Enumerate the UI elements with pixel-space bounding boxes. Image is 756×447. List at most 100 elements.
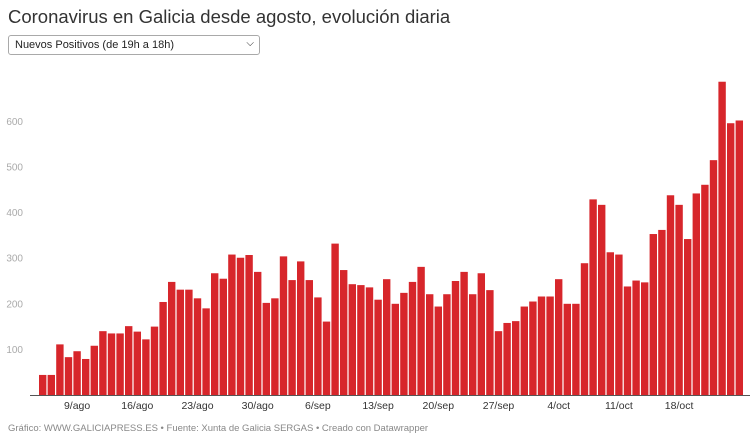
- bar[interactable]: [365, 287, 374, 395]
- bar[interactable]: [555, 279, 563, 395]
- bar[interactable]: [735, 120, 743, 395]
- bar[interactable]: [159, 301, 167, 395]
- bar[interactable]: [658, 229, 666, 395]
- bar[interactable]: [486, 290, 494, 395]
- bar[interactable]: [271, 298, 279, 395]
- bar[interactable]: [185, 289, 193, 395]
- x-tick-label: 23/ago: [181, 400, 213, 412]
- x-tick-label: 16/ago: [121, 400, 153, 412]
- bar[interactable]: [125, 326, 133, 395]
- bar[interactable]: [279, 256, 288, 395]
- bar[interactable]: [357, 285, 365, 395]
- bar[interactable]: [529, 301, 537, 395]
- bar[interactable]: [400, 292, 408, 395]
- bar[interactable]: [47, 374, 55, 395]
- bar[interactable]: [460, 271, 468, 395]
- bar[interactable]: [666, 195, 675, 395]
- bar[interactable]: [537, 296, 546, 395]
- bar[interactable]: [116, 333, 124, 395]
- bar[interactable]: [107, 333, 116, 395]
- bar[interactable]: [512, 321, 520, 395]
- bar[interactable]: [314, 297, 322, 395]
- dropdown-selected: Nuevos Positivos (de 19h a 18h): [15, 39, 174, 51]
- bar[interactable]: [340, 270, 348, 395]
- bar[interactable]: [99, 331, 107, 395]
- bar[interactable]: [236, 257, 245, 395]
- bar[interactable]: [245, 255, 253, 395]
- bar[interactable]: [219, 278, 227, 395]
- bar[interactable]: [133, 331, 141, 395]
- bar[interactable]: [623, 286, 632, 395]
- page-title: Coronavirus en Galicia desde agosto, evo…: [8, 6, 451, 27]
- bar[interactable]: [297, 261, 305, 395]
- bar[interactable]: [391, 303, 399, 395]
- bar[interactable]: [73, 351, 81, 395]
- bar[interactable]: [408, 281, 417, 395]
- bar[interactable]: [641, 282, 649, 395]
- bar[interactable]: [56, 344, 64, 395]
- bar[interactable]: [701, 184, 709, 395]
- bar[interactable]: [684, 239, 692, 395]
- bar[interactable]: [228, 254, 236, 395]
- bar[interactable]: [193, 298, 202, 395]
- y-tick-label: 600: [6, 117, 23, 128]
- bar[interactable]: [598, 204, 606, 395]
- x-tick-label: 9/ago: [64, 400, 90, 412]
- bar[interactable]: [322, 321, 331, 395]
- bar[interactable]: [589, 199, 597, 395]
- bar[interactable]: [39, 374, 47, 395]
- x-tick-label: 18/oct: [665, 400, 694, 412]
- bar[interactable]: [477, 273, 485, 395]
- bar[interactable]: [305, 280, 313, 395]
- bar[interactable]: [374, 299, 382, 395]
- y-tick-label: 200: [6, 299, 23, 310]
- bar[interactable]: [417, 266, 425, 395]
- bar[interactable]: [692, 193, 700, 395]
- bar[interactable]: [254, 271, 262, 395]
- bar[interactable]: [383, 279, 391, 395]
- bar[interactable]: [434, 306, 442, 395]
- bar[interactable]: [494, 331, 503, 395]
- metric-dropdown[interactable]: Nuevos Positivos (de 19h a 18h) ⌵: [8, 35, 260, 55]
- bar[interactable]: [64, 357, 73, 395]
- bar[interactable]: [82, 358, 90, 395]
- bar[interactable]: [469, 294, 477, 395]
- bar[interactable]: [331, 243, 339, 395]
- bar[interactable]: [718, 81, 726, 395]
- bar[interactable]: [615, 254, 623, 395]
- bar[interactable]: [142, 339, 150, 395]
- bar[interactable]: [176, 289, 184, 395]
- bar[interactable]: [262, 302, 270, 395]
- chevron-down-icon: ⌵: [246, 38, 254, 49]
- bar[interactable]: [580, 263, 589, 395]
- bar[interactable]: [632, 280, 640, 395]
- bar[interactable]: [546, 296, 554, 395]
- y-tick-label: 300: [6, 254, 23, 265]
- x-tick-label: 4/oct: [547, 400, 570, 412]
- bar[interactable]: [606, 252, 614, 395]
- y-tick-label: 100: [6, 345, 23, 356]
- bar[interactable]: [90, 345, 98, 395]
- bar[interactable]: [503, 322, 511, 395]
- bar[interactable]: [451, 281, 460, 395]
- bar[interactable]: [150, 326, 159, 395]
- bar[interactable]: [649, 234, 657, 395]
- bar[interactable]: [443, 294, 451, 395]
- bar[interactable]: [211, 273, 219, 395]
- bar[interactable]: [572, 303, 580, 395]
- bar[interactable]: [348, 284, 356, 395]
- bar[interactable]: [709, 160, 718, 395]
- bar[interactable]: [563, 303, 571, 395]
- x-tick-label: 30/ago: [242, 400, 274, 412]
- x-tick-label: 6/sep: [305, 400, 331, 412]
- bar[interactable]: [675, 204, 683, 395]
- bar[interactable]: [727, 123, 735, 395]
- bar[interactable]: [168, 281, 176, 395]
- bar[interactable]: [202, 308, 210, 395]
- x-tick-label: 27/sep: [483, 400, 515, 412]
- x-tick-label: 11/oct: [605, 400, 633, 412]
- bar[interactable]: [288, 280, 296, 395]
- bar[interactable]: [426, 294, 434, 395]
- bar[interactable]: [520, 306, 528, 395]
